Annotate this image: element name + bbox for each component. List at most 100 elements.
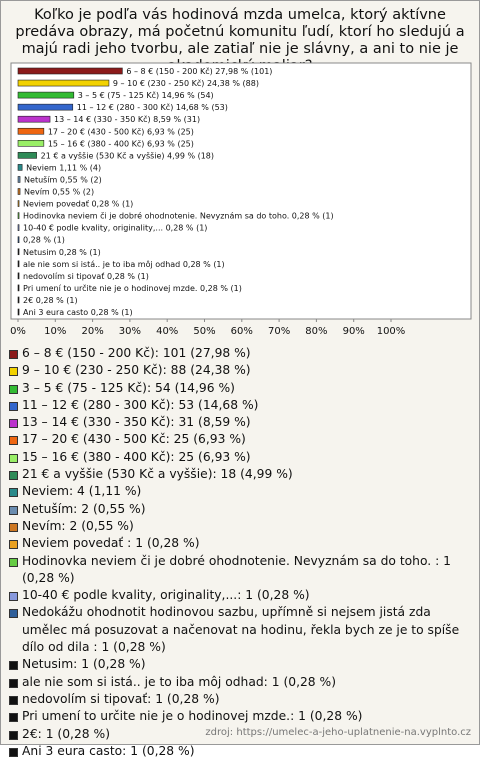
legend-swatch [9, 540, 18, 550]
source: zdroj: https://umelec-a-jeho-uplatnenie-… [205, 727, 471, 738]
legend-item: 13 – 14 € (330 - 350 Kč): 31 (8,59 %) [9, 414, 473, 431]
category-label: 11 – 12 € (280 - 300 Kč) [77, 102, 174, 112]
legend-item: 21 € a vyššie (530 Kč a vyššie): 18 (4,9… [9, 466, 473, 483]
bar [17, 164, 23, 171]
value-label: 0,28 % (1) [107, 271, 149, 280]
legend-swatch [9, 730, 18, 740]
bar-label: 2€ 0,28 % (1) [23, 295, 78, 304]
category-label: Netusim [23, 247, 57, 256]
legend-label: nedovolím si tipovať: 1 (0,28 %) [22, 691, 220, 706]
legend-swatch [9, 453, 18, 463]
legend-item: 3 – 5 € (75 - 125 Kč): 54 (14,96 %) [9, 380, 473, 397]
value-label: 1,11 % (4) [59, 163, 101, 172]
bar-label: 3 – 5 € (75 - 125 Kč) 14,96 % (54) [78, 90, 214, 100]
legend-item: Neviem: 4 (1,11 %) [9, 483, 473, 500]
legend-swatch [9, 661, 18, 671]
legend-item: 6 – 8 € (150 - 200 Kč): 101 (27,98 %) [9, 345, 473, 362]
legend-swatch [9, 488, 18, 498]
legend-swatch [9, 436, 18, 446]
bar-label: nedovolím si tipovať 0,28 % (1) [23, 271, 149, 280]
value-label: 0,55 % (2) [52, 187, 94, 196]
legend-swatch [9, 367, 18, 377]
category-label: 15 – 16 € (380 - 400 Kč) [48, 138, 145, 148]
bar-label: 10-40 € podle kvality, originality,... 0… [23, 223, 207, 232]
bar-label: ale nie som si istá.. je to iba môj odha… [23, 258, 225, 268]
legend-item: Netuším: 2 (0,55 %) [9, 501, 473, 518]
category-label: 6 – 8 € (150 - 200 Kč) [126, 66, 212, 76]
chart: 0% 10% 20% 30% 40% 50% 60% 70% 80% 90% 100% 6 – 8 €… [10, 62, 472, 337]
category-label: Pri umení to určite nie je o hodinovej m… [23, 282, 197, 292]
legend-label: Nedokážu ohodnotit hodinovou sazbu, upří… [22, 605, 460, 655]
legend-label: 6 – 8 € (150 - 200 Kč): 101 (27,98 %) [22, 346, 251, 360]
legend-label: Pri umení to určite nie je o hodinovej m… [22, 709, 363, 724]
legend-label: Ani 3 eura casto: 1 (0,28 %) [22, 743, 195, 758]
x-tick-label: 30% [119, 326, 141, 337]
category-label: Neviem povedať [23, 199, 89, 208]
legend-item: 2€: 1 (0,28 %) [9, 726, 473, 743]
bar [17, 272, 20, 280]
legend-item: Pri umení to určite nie je o hodinovej m… [9, 708, 473, 725]
legend-item: 15 – 16 € (380 - 400 Kč): 25 (6,93 %) [9, 449, 473, 466]
category-label: 13 – 14 € (330 - 350 Kč) [54, 114, 151, 124]
legend-swatch [9, 557, 18, 567]
category-label: 2€ [23, 295, 33, 304]
legend-item: nedovolím si tipovať: 1 (0,28 %) [9, 691, 473, 708]
value-label: 14,68 % (53) [176, 103, 228, 112]
bar-label: Hodinovka neviem či je dobré ohodnotenie… [23, 210, 334, 220]
x-tick-label: 90% [343, 326, 365, 337]
value-label: 0,28 % (1) [36, 295, 78, 304]
legend-item: Hodinovka neviem či je dobré ohodnotenie… [9, 553, 473, 588]
legend-label: 13 – 14 € (330 - 350 Kč): 31 (8,59 %) [22, 415, 251, 430]
bar [17, 103, 74, 111]
category-label: ale nie som si istá.. je to iba môj odha… [23, 258, 180, 268]
legend-item: Ani 3 eura casto: 1 (0,28 %) [9, 743, 473, 760]
value-label: 0,28 % (1) [292, 211, 334, 220]
legend-swatch [9, 678, 18, 688]
bar [17, 296, 20, 304]
x-tick-label: 20% [81, 326, 103, 337]
legend-swatch [9, 350, 18, 359]
value-label: 0,28 % (1) [59, 247, 101, 256]
x-tick-label: 50% [193, 326, 215, 337]
x-tick-label: 10% [44, 326, 66, 337]
legend-label: 2€: 1 (0,28 %) [22, 726, 110, 741]
category-label: Hodinovka neviem či je dobré ohodnotenie… [23, 210, 289, 220]
legend-label: Hodinovka neviem či je dobré ohodnotenie… [22, 553, 451, 585]
bar-label: 15 – 16 € (380 - 400 Kč) 6,93 % (25) [48, 138, 194, 148]
category-label: 21 € a vyššie (530 Kč a vyššie) [41, 150, 165, 160]
legend: 6 – 8 € (150 - 200 Kč): 101 (27,98 %) 9 –… [9, 345, 473, 760]
legend-item: Netusim: 1 (0,28 %) [9, 656, 473, 673]
legend-item: Nevím: 2 (0,55 %) [9, 518, 473, 535]
bar-label: Netusim 0,28 % (1) [23, 247, 101, 256]
bar [17, 260, 20, 268]
legend-label: Neviem povedať : 1 (0,28 %) [22, 536, 200, 551]
legend-label: 3 – 5 € (75 - 125 Kč): 54 (14,96 %) [22, 380, 235, 395]
bar [17, 248, 20, 256]
x-tick-label: 70% [268, 326, 290, 337]
bar [17, 308, 20, 316]
bar-label: 13 – 14 € (330 - 350 Kč) 8,59 % (31) [54, 114, 200, 124]
legend-swatch [9, 747, 18, 757]
bar [17, 200, 20, 207]
value-label: 0,55 % (2) [60, 175, 102, 184]
legend-label: 17 – 20 € (430 - 500 Kč: 25 (6,93 %) [22, 432, 246, 447]
x-tick-label: 80% [305, 326, 327, 337]
x-tick-label: 100% [377, 326, 406, 337]
legend-label: 15 – 16 € (380 - 400 Kč): 25 (6,93 %) [22, 449, 251, 464]
legend-swatch [9, 713, 18, 723]
category-label: 17 – 20 € (430 - 500 Kč) [48, 126, 145, 136]
bar [17, 79, 110, 87]
x-tick-label: 0% [10, 326, 26, 337]
category-label: nedovolím si tipovať [23, 271, 104, 280]
category-label: 10-40 € podle kvality, originality,... [23, 223, 163, 232]
category-label: 3 – 5 € (75 - 125 Kč) [78, 90, 159, 100]
bar-label: Nevím 0,55 % (2) [24, 187, 94, 196]
bar-label: 0,28 % (1) [23, 235, 65, 244]
x-tick-label: 60% [231, 326, 253, 337]
legend-item: 9 – 10 € (230 - 250 Kč): 88 (24,38 %) [9, 362, 473, 379]
bar-label: Neviem 1,11 % (4) [26, 163, 101, 172]
bar-label: Neviem povedať 0,28 % (1) [23, 199, 133, 208]
legend-swatch [9, 695, 18, 705]
bar [17, 224, 20, 231]
legend-swatch [9, 592, 18, 602]
